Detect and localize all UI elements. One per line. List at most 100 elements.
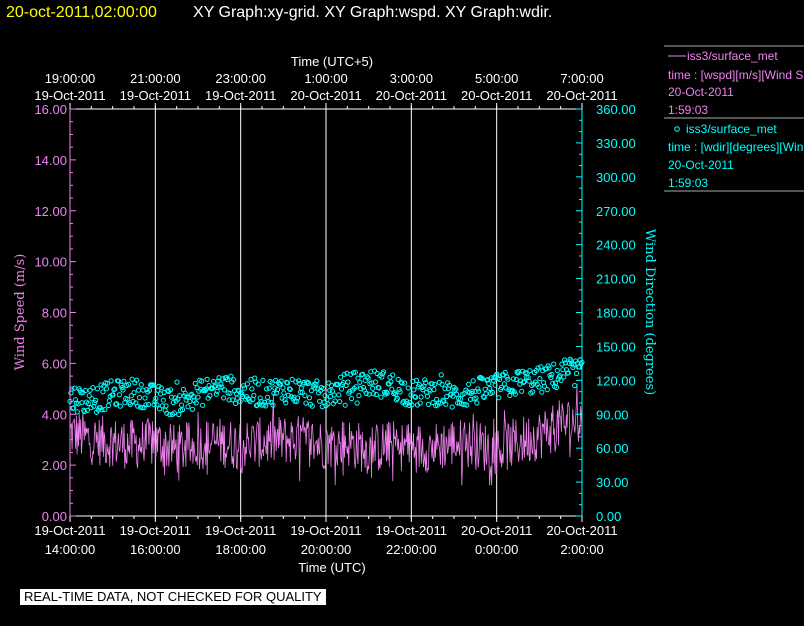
wdir-point [176, 411, 182, 418]
left-axis-title: Wind Speed (m/s) [13, 254, 28, 371]
x-top-tick-time: 3:00:00 [390, 71, 433, 86]
y-right-tick-label: 330.00 [596, 136, 636, 151]
y-left-tick-label: 14.00 [34, 153, 67, 168]
wdir-point [480, 394, 486, 400]
wdir-point [121, 378, 127, 384]
wdir-point [86, 393, 92, 399]
wdir-point [396, 386, 402, 393]
wdir-point [561, 374, 567, 380]
wdir-point [185, 404, 191, 410]
wdir-point [289, 376, 295, 382]
x-bottom-tick-date: 20-Oct-2011 [461, 523, 532, 538]
wdir-point [537, 376, 543, 382]
wdir-point [466, 381, 472, 387]
x-bottom-tick-time: 0:00:00 [475, 542, 518, 557]
wdir-point [260, 377, 266, 383]
wdir-point [281, 390, 287, 396]
wdir-point [156, 383, 162, 389]
y-left-tick-label: 0.00 [42, 509, 67, 524]
wdir-point [530, 389, 536, 395]
wdir-point [360, 371, 366, 377]
wdir-point [338, 374, 344, 380]
y-right-tick-label: 90.00 [596, 407, 629, 422]
wdir-point [87, 387, 93, 393]
wdir-point [354, 400, 360, 406]
y-right-tick-label: 210.00 [596, 272, 636, 287]
wdir-point [306, 395, 313, 401]
wdir-point [544, 387, 550, 393]
wdir-point [154, 402, 160, 408]
wdir-point [285, 380, 291, 386]
wdir-point [492, 382, 498, 388]
page-title: XY Graph:xy-grid. XY Graph:wspd. XY Grap… [193, 4, 552, 21]
wdir-point [565, 370, 571, 376]
wdir-point [443, 401, 449, 407]
wdir-point [469, 388, 475, 395]
wdir-point [535, 365, 541, 371]
wdir-point [178, 402, 185, 408]
wdir-point [234, 395, 240, 401]
wdir-point [353, 384, 359, 390]
wdir-point [457, 396, 463, 402]
wdir-point [551, 361, 557, 367]
wdir-point [146, 387, 153, 393]
wdir-point [199, 378, 205, 384]
wdir-point [306, 380, 312, 386]
wdir-point [395, 376, 401, 382]
wdir-point [449, 404, 455, 410]
y-right-tick-label: 0.00 [596, 509, 621, 524]
wdir-point [399, 380, 405, 386]
y-left-tick-label: 2.00 [42, 458, 67, 473]
wdir-point [479, 376, 485, 382]
wdir-point [94, 386, 101, 392]
wdir-point [431, 387, 437, 393]
wdir-point [357, 379, 363, 385]
wdir-point [303, 400, 309, 406]
wdir-point [146, 401, 152, 408]
wdir-point [302, 393, 308, 399]
y-right-tick-label: 270.00 [596, 204, 636, 219]
wdir-point [207, 393, 213, 399]
wdir-point [105, 402, 112, 409]
wdir-point [486, 380, 492, 387]
wdir-point [464, 402, 470, 408]
wdir-point [251, 392, 257, 399]
x-top-tick-date: 19-Oct-2011 [120, 88, 191, 103]
wdir-point [573, 370, 580, 377]
wdir-point [520, 379, 527, 385]
legend-2-name: iss3/surface_met [686, 122, 777, 136]
wdir-point [78, 390, 84, 396]
wdir-point [181, 393, 187, 399]
wdir-point [417, 400, 423, 406]
wdir-point [475, 386, 481, 392]
x-top-tick-time: 5:00:00 [475, 71, 518, 86]
wdir-point [512, 391, 518, 397]
wdir-point [411, 387, 417, 393]
wdir-point [329, 388, 335, 394]
wdir-point [74, 409, 80, 415]
wdir-point [228, 373, 234, 379]
wdir-point [150, 382, 156, 388]
wdir-point [570, 364, 576, 370]
wdir-point [224, 376, 230, 383]
wdir-point [108, 378, 114, 384]
wdir-point [84, 407, 91, 413]
wdir-point [341, 371, 347, 377]
wdir-point [526, 378, 532, 384]
wdir-point [257, 395, 263, 401]
wdir-point [501, 381, 507, 387]
wdir-point [168, 394, 175, 400]
legend: iss3/surface_met time : [wspd][m/s][Wind… [664, 45, 804, 192]
x-bottom-tick-time: 20:00:00 [301, 542, 352, 557]
wdir-point [413, 377, 420, 383]
wdir-point [376, 385, 382, 391]
wdir-point [244, 381, 250, 387]
wdir-point [120, 387, 126, 393]
wdir-point [322, 393, 328, 399]
wdir-point [102, 407, 108, 413]
legend-circle-marker [674, 126, 680, 132]
bottom-axis-title: Time (UTC) [298, 560, 365, 575]
wdir-point [390, 372, 396, 378]
wdir-series [67, 356, 585, 418]
